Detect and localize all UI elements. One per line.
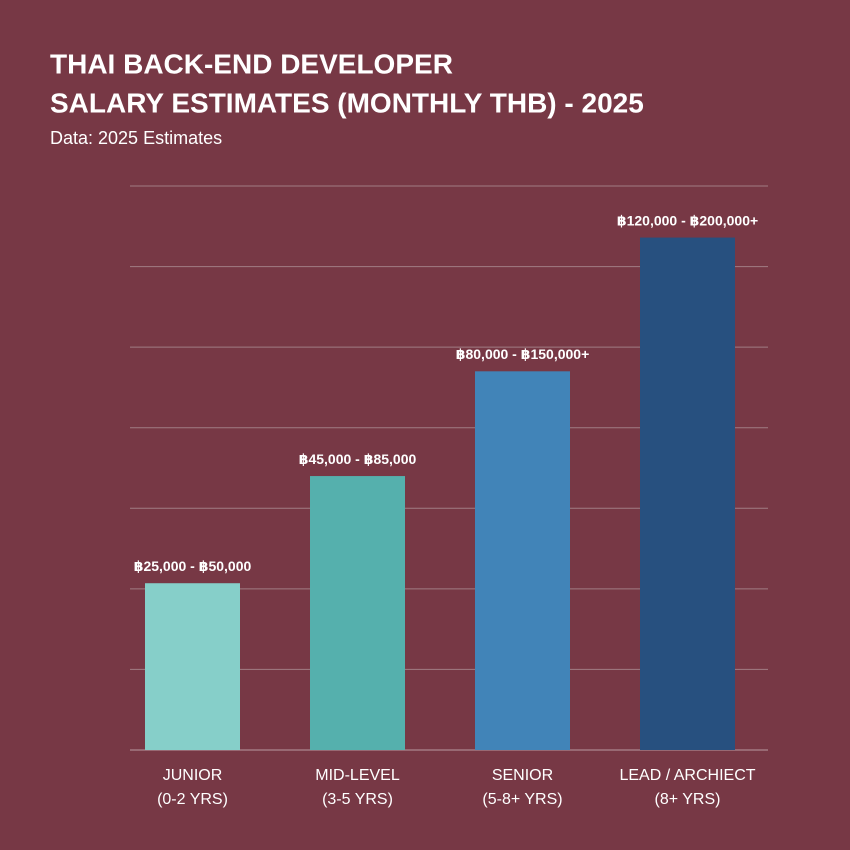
x-tick-label: JUNIOR — [163, 767, 223, 784]
chart-title: SALARY ESTIMATES (MONTHLY THB) - 2025 — [50, 87, 644, 118]
chart-title: THAI BACK-END DEVELOPER — [50, 48, 453, 79]
x-tick-sublabel: (5-8+ YRS) — [482, 791, 562, 808]
bar-annotation: ฿25,000 - ฿50,000 — [134, 558, 252, 574]
bar-annotation: ฿120,000 - ฿200,000+ — [617, 212, 758, 228]
bar — [310, 476, 405, 750]
chart-subtitle: Data: 2025 Estimates — [50, 128, 222, 148]
bar — [475, 371, 570, 750]
x-tick-label: SENIOR — [492, 767, 553, 784]
x-tick-sublabel: (0-2 YRS) — [157, 791, 228, 808]
x-tick-sublabel: (3-5 YRS) — [322, 791, 393, 808]
bar — [145, 583, 240, 750]
bar — [640, 237, 735, 750]
x-tick-label: MID-LEVEL — [315, 767, 400, 784]
bar-annotation: ฿45,000 - ฿85,000 — [299, 451, 417, 467]
bar-annotation: ฿80,000 - ฿150,000+ — [456, 346, 590, 362]
x-tick-label: LEAD / ARCHIECT — [619, 767, 755, 784]
x-tick-sublabel: (8+ YRS) — [655, 791, 721, 808]
